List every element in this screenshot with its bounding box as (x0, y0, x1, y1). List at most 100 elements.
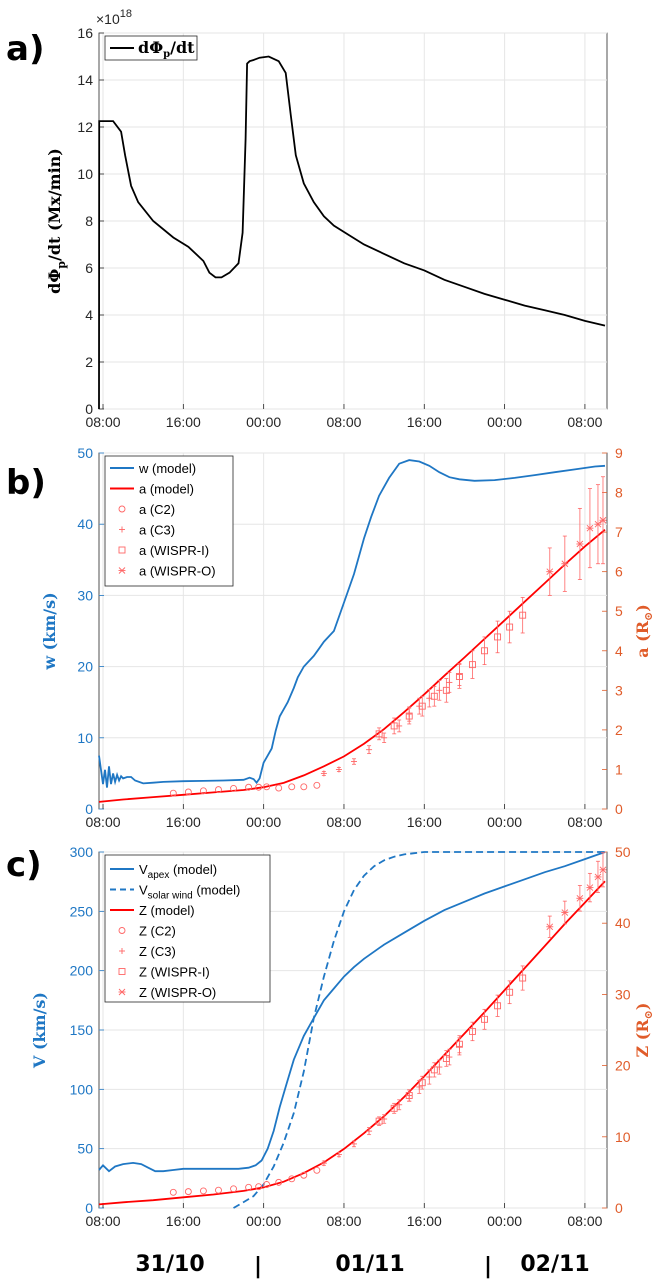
y-tick-label: 2 (85, 354, 93, 370)
data-point-square (405, 712, 413, 720)
legend-swatch (119, 526, 125, 533)
data-point-circle (275, 1178, 283, 1186)
y-tick-label: 0 (615, 1200, 623, 1216)
data-point-square (375, 1117, 383, 1125)
data-point-circle (215, 1186, 222, 1194)
x-tick-label: 08:00 (326, 414, 361, 430)
data-point-square (519, 974, 527, 982)
y-tick-label: 200 (70, 963, 94, 979)
y-tick-label: 8 (615, 485, 623, 501)
data-point-circle (184, 788, 192, 796)
data-point-circle (245, 1183, 253, 1191)
y-tick-label: 16 (77, 25, 93, 41)
data-point-square (375, 730, 383, 738)
y-tick-label: 0 (615, 801, 623, 817)
panel-b-label: b) (6, 463, 46, 503)
panel-c: c) 0 50 100 150 200 250 300 0 10 20 30 40 50 08:00 1… (6, 844, 655, 1229)
data-point-star (599, 516, 607, 524)
data-point-circle (313, 781, 321, 789)
y-tick-label: 1 (615, 761, 623, 777)
data-point-star (576, 540, 584, 548)
x-tick-label: 08:00 (85, 1213, 120, 1229)
x-tick-label: 08:00 (326, 1213, 361, 1229)
legend-label: Z (C3) (139, 944, 176, 959)
x-tick-label: 08:00 (567, 1213, 602, 1229)
legend-swatch (118, 546, 126, 554)
y-tick-label: 20 (77, 659, 93, 675)
data-point-square (455, 1040, 463, 1048)
panel-b-legend-box (104, 455, 234, 587)
y-tick-label: 12 (77, 119, 93, 135)
data-point-square (506, 623, 514, 631)
y-tick-label: 250 (70, 903, 94, 919)
x-tick-label: 08:00 (85, 814, 120, 830)
data-point-star (586, 524, 594, 532)
data-point-square (405, 1092, 413, 1099)
data-point-circle (288, 783, 296, 791)
series-line-vapex-model- (98, 851, 606, 1173)
panel-a-y-multiplier: ×1018 (96, 8, 132, 27)
legend-swatch (118, 988, 126, 996)
y-tick-label: 10 (77, 730, 93, 746)
data-point-square (430, 1066, 438, 1074)
x-tick-label: 08:00 (85, 414, 120, 430)
y-tick-label: 100 (70, 1081, 94, 1097)
data-point-plus (320, 1160, 327, 1167)
y-tick-label: 6 (85, 260, 93, 276)
panel-a-label: a) (6, 29, 44, 69)
panel-c-x-ticks: 08:00 16:00 00:00 08:00 16:00 00:00 08:00 (85, 1203, 603, 1229)
legend-label: Vapex (model) (139, 862, 217, 881)
panel-b-left-axis-label: w (km/s) (40, 592, 59, 670)
data-point-circle (169, 1188, 177, 1196)
x-tick-label: 16:00 (407, 814, 442, 830)
panel-a-legend: dΦp/dt (104, 35, 198, 61)
data-point-circle (199, 1187, 207, 1195)
legend-swatch (118, 968, 126, 975)
legend-label: Vsolar wind (model) (139, 883, 240, 902)
data-point-square (519, 611, 527, 619)
x-tick-label: 08:00 (567, 414, 602, 430)
data-point-square (442, 686, 450, 694)
panel-c-label: c) (6, 845, 42, 885)
date-separator-1: | (254, 1254, 262, 1279)
data-point-circle (199, 787, 207, 795)
data-point-square (430, 692, 438, 700)
legend-label: a (WISPR-O) (139, 564, 216, 579)
panel-c-left-axis-label: V (km/s) (30, 992, 49, 1069)
data-point-circle (255, 783, 263, 791)
x-tick-label: 00:00 (487, 814, 522, 830)
legend-swatch (118, 567, 126, 574)
data-point-plus (351, 758, 358, 765)
data-point-star (561, 560, 569, 568)
x-tick-label: 16:00 (166, 1213, 201, 1229)
panel-c-left-y-ticks: 0 50 100 150 200 250 300 (70, 844, 104, 1216)
panel-b-right-y-ticks: 0 1 2 3 4 5 6 7 8 9 (602, 445, 623, 817)
panel-b-x-ticks: 08:00 16:00 00:00 08:00 16:00 00:00 08:00 (85, 804, 603, 830)
data-point-plus (366, 746, 373, 753)
y-tick-label: 150 (70, 1022, 94, 1038)
data-point-star (599, 866, 607, 874)
y-tick-label: 4 (615, 643, 623, 659)
data-point-circle (184, 1188, 192, 1196)
x-tick-label: 16:00 (407, 414, 442, 430)
panel-c-legend-box (104, 854, 271, 1003)
date-label-02-11: 02/11 (520, 1252, 589, 1277)
data-point-square (481, 647, 488, 655)
panel-a-legend-label: dΦp/dt (138, 38, 195, 60)
data-point-plus (426, 1073, 433, 1080)
y-tick-label: 2 (615, 722, 623, 738)
data-point-square (418, 702, 426, 710)
data-point-circle (263, 783, 271, 791)
y-tick-label: 0 (85, 801, 93, 817)
series-line-w-model- (98, 459, 606, 788)
panel-b-legend: w (model) a (model) a (C2) a (C3) a (WISPR-I… (104, 455, 234, 587)
data-point-plus (446, 679, 453, 686)
y-tick-label: 4 (85, 307, 93, 323)
x-tick-label: 16:00 (166, 414, 201, 430)
y-tick-label: 6 (615, 564, 623, 580)
data-point-circle (300, 1171, 308, 1179)
y-tick-label: 0 (85, 401, 93, 417)
y-tick-label: 0 (85, 1200, 93, 1216)
data-point-circle (230, 784, 237, 792)
